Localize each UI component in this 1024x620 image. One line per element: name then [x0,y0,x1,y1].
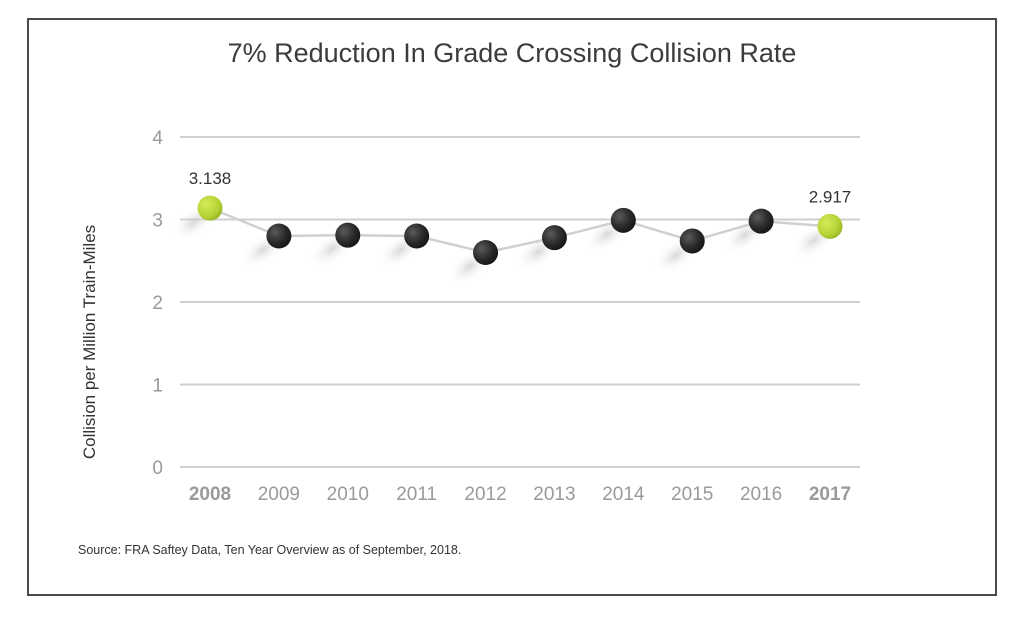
y-tick-label: 4 [152,128,163,149]
y-tick-label: 0 [152,458,163,479]
y-axis-label: Collision per Million Train-Miles [80,225,99,459]
highlight-data-point [197,195,223,221]
chart-title: 7% Reduction In Grade Crossing Collision… [227,38,797,68]
x-tick-label: 2012 [464,484,506,505]
source-note: Source: FRA Saftey Data, Ten Year Overvi… [78,543,462,557]
data-point [541,225,567,251]
x-tick-label: 2015 [671,484,713,505]
x-tick-label: 2016 [740,484,782,505]
y-tick-label: 3 [152,211,163,232]
x-tick-label: 2010 [327,484,369,505]
x-tick-label: 2009 [258,484,300,505]
x-tick-label: 2014 [602,484,645,505]
data-point [473,240,499,265]
data-point [266,223,292,249]
data-point [335,222,361,248]
y-tick-label: 1 [152,376,163,397]
data-label: 2.917 [809,187,852,206]
data-label: 3.138 [189,169,232,188]
y-tick-label: 2 [152,293,163,314]
x-tick-label: 2013 [533,484,575,505]
x-tick-label: 2017 [809,484,851,505]
series-line [209,206,831,254]
chart-frame [27,18,997,596]
data-point [679,228,705,254]
data-point [610,207,636,233]
x-tick-label: 2008 [189,484,231,505]
x-tick-label: 2011 [396,484,437,505]
data-point [404,223,430,249]
data-point [748,208,774,234]
highlight-data-point [817,213,843,239]
